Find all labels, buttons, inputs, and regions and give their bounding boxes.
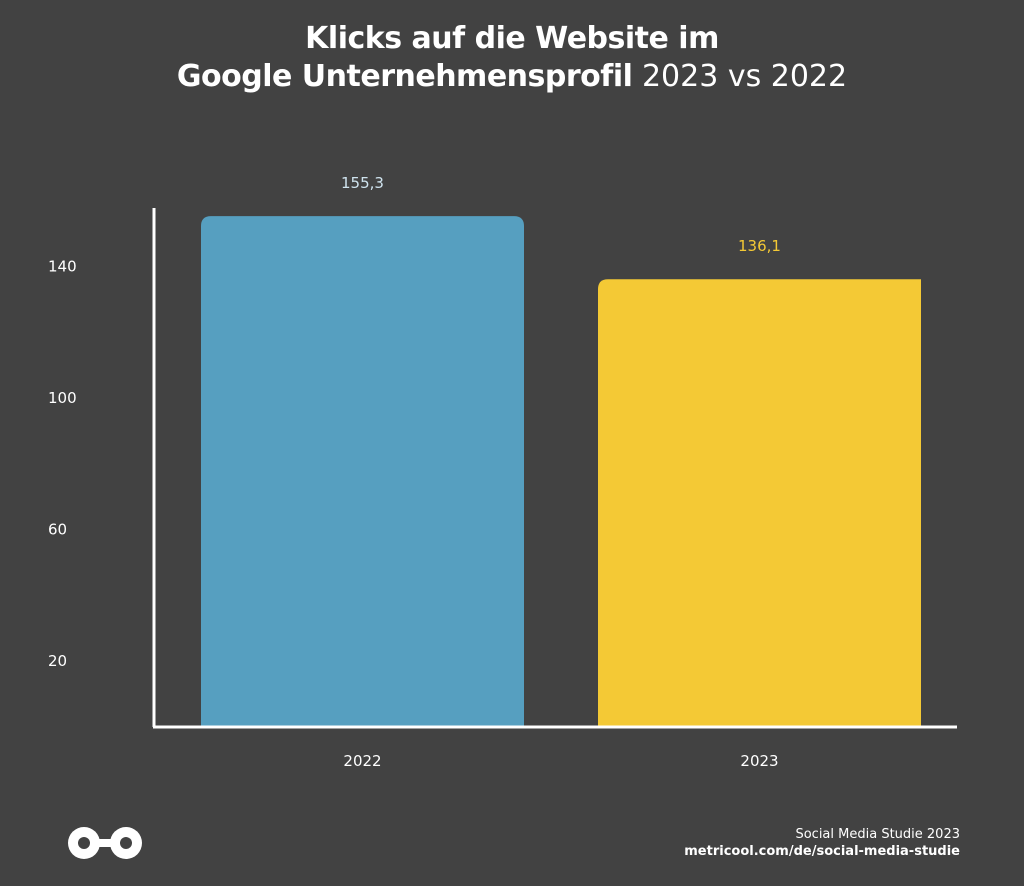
x-tick-label-2022: 2022 (343, 752, 381, 770)
y-tick-label-60: 60 (48, 521, 67, 539)
chart-title: Klicks auf die Website im Google Unterne… (0, 20, 1024, 96)
data-label-2022: 155,3 (341, 174, 384, 192)
x-tick-label-2023: 2023 (740, 752, 778, 770)
data-label-2023: 136,1 (738, 237, 781, 255)
y-tick-label-140: 140 (48, 257, 77, 275)
bar-2022 (201, 216, 524, 728)
bar-2023 (598, 279, 921, 727)
footer-credits: Social Media Studie 2023 metricool.com/d… (684, 826, 960, 860)
chart-title-line-1: Klicks auf die Website im (305, 21, 719, 56)
y-tick-label-100: 100 (48, 389, 77, 407)
chart-title-line-2-light: 2023 vs 2022 (641, 59, 848, 94)
footer-url[interactable]: metricool.com/de/social-media-studie (684, 844, 960, 859)
y-tick-label-20: 20 (48, 652, 67, 670)
footer-study-label: Social Media Studie 2023 (795, 827, 960, 842)
metricool-logo-icon (68, 827, 142, 859)
chart-title-line-2-bold: Google Unternehmensprofil (176, 59, 633, 94)
